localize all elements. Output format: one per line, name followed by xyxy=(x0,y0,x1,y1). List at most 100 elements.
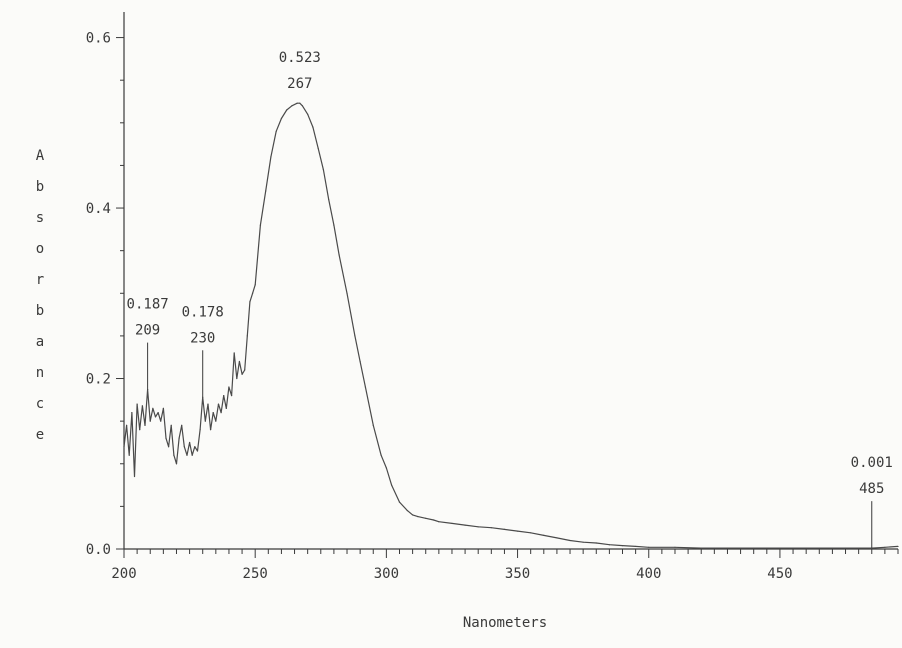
data-point xyxy=(333,224,335,226)
data-point xyxy=(249,301,251,303)
data-point xyxy=(223,394,225,397)
data-point xyxy=(144,424,146,427)
data-point xyxy=(346,292,348,294)
data-point xyxy=(175,463,178,465)
data-point xyxy=(726,547,729,549)
data-point xyxy=(217,403,220,405)
data-point xyxy=(128,454,130,456)
data-point xyxy=(215,420,217,422)
y-axis-title-letter: s xyxy=(36,210,44,226)
y-axis-title-letter: n xyxy=(36,365,44,381)
peak-value-label: 0.178 xyxy=(182,304,224,320)
data-point xyxy=(191,454,193,456)
data-point xyxy=(556,537,558,539)
y-tick-label: 0.0 xyxy=(86,542,111,558)
y-tick-label: 0.4 xyxy=(86,201,111,217)
data-point xyxy=(307,113,309,115)
data-point xyxy=(265,190,267,192)
y-tick-label: 0.2 xyxy=(86,372,111,388)
data-point xyxy=(372,424,374,427)
data-point xyxy=(168,446,170,448)
data-point xyxy=(186,454,188,456)
data-point xyxy=(364,386,366,388)
data-point xyxy=(251,292,254,294)
data-point xyxy=(317,147,319,149)
data-point xyxy=(338,254,340,256)
data-point xyxy=(831,547,834,549)
data-point xyxy=(160,420,162,422)
data-point xyxy=(569,539,571,542)
data-point xyxy=(154,416,157,418)
data-point xyxy=(322,169,325,171)
data-point xyxy=(648,546,650,548)
data-point xyxy=(490,527,492,529)
data-point xyxy=(582,541,584,543)
data-point xyxy=(380,454,382,456)
y-axis-title-letter: e xyxy=(36,427,44,443)
data-point xyxy=(183,446,185,448)
data-point xyxy=(543,534,545,536)
data-point xyxy=(299,102,301,104)
data-point xyxy=(209,429,212,431)
peak-value-label: 0.001 xyxy=(851,455,893,471)
data-point xyxy=(178,437,180,439)
data-point xyxy=(230,394,233,397)
data-point xyxy=(196,450,199,452)
data-point xyxy=(674,546,676,548)
peak-wavelength-label: 230 xyxy=(190,330,215,346)
data-point xyxy=(133,475,136,478)
peak-value-label: 0.187 xyxy=(127,297,169,313)
x-tick-label: 200 xyxy=(111,566,136,582)
y-axis-title-letter: A xyxy=(36,148,45,164)
data-point xyxy=(126,424,128,427)
peak-wavelength-label: 209 xyxy=(135,323,160,339)
data-point xyxy=(477,526,479,528)
data-point xyxy=(433,519,435,521)
data-point xyxy=(635,545,637,548)
peak-value-label: 0.523 xyxy=(279,50,321,66)
data-point xyxy=(354,335,356,337)
data-point xyxy=(385,467,387,469)
data-point xyxy=(530,532,532,534)
data-point xyxy=(157,412,159,414)
data-point xyxy=(301,105,304,107)
data-point xyxy=(162,407,164,409)
x-tick-label: 250 xyxy=(243,566,268,582)
data-point xyxy=(595,542,597,544)
data-point xyxy=(204,420,206,422)
y-axis-title-letter: r xyxy=(36,272,44,288)
data-point xyxy=(254,284,256,286)
data-point xyxy=(359,360,361,363)
data-point xyxy=(417,516,419,518)
data-point xyxy=(131,412,133,414)
data-point xyxy=(152,407,154,409)
x-axis-title: Nanometers xyxy=(463,615,547,631)
data-point xyxy=(312,126,314,128)
data-point xyxy=(608,544,610,546)
series-group xyxy=(123,102,899,549)
data-point xyxy=(391,484,393,486)
data-point xyxy=(241,373,243,375)
data-point xyxy=(858,547,860,549)
data-point xyxy=(188,441,191,444)
data-point xyxy=(123,446,125,448)
x-tick-label: 400 xyxy=(636,566,661,582)
data-point xyxy=(259,224,262,226)
data-point xyxy=(286,109,288,111)
y-axis-title-letter: a xyxy=(36,334,44,350)
x-tick-label: 350 xyxy=(505,566,530,582)
ticks: 200 250 300 350 400 450 0.0 0.2 0.4 0.6 xyxy=(86,31,899,582)
data-point xyxy=(296,102,298,104)
data-point xyxy=(406,510,408,512)
data-point xyxy=(207,403,209,405)
data-point xyxy=(139,429,141,431)
data-point xyxy=(220,412,222,414)
x-tick-label: 450 xyxy=(767,566,792,582)
data-point xyxy=(246,335,248,337)
data-point xyxy=(199,429,201,431)
y-axis-title-letter: c xyxy=(36,396,44,412)
data-point xyxy=(238,360,241,363)
x-tick-label: 300 xyxy=(374,566,399,582)
